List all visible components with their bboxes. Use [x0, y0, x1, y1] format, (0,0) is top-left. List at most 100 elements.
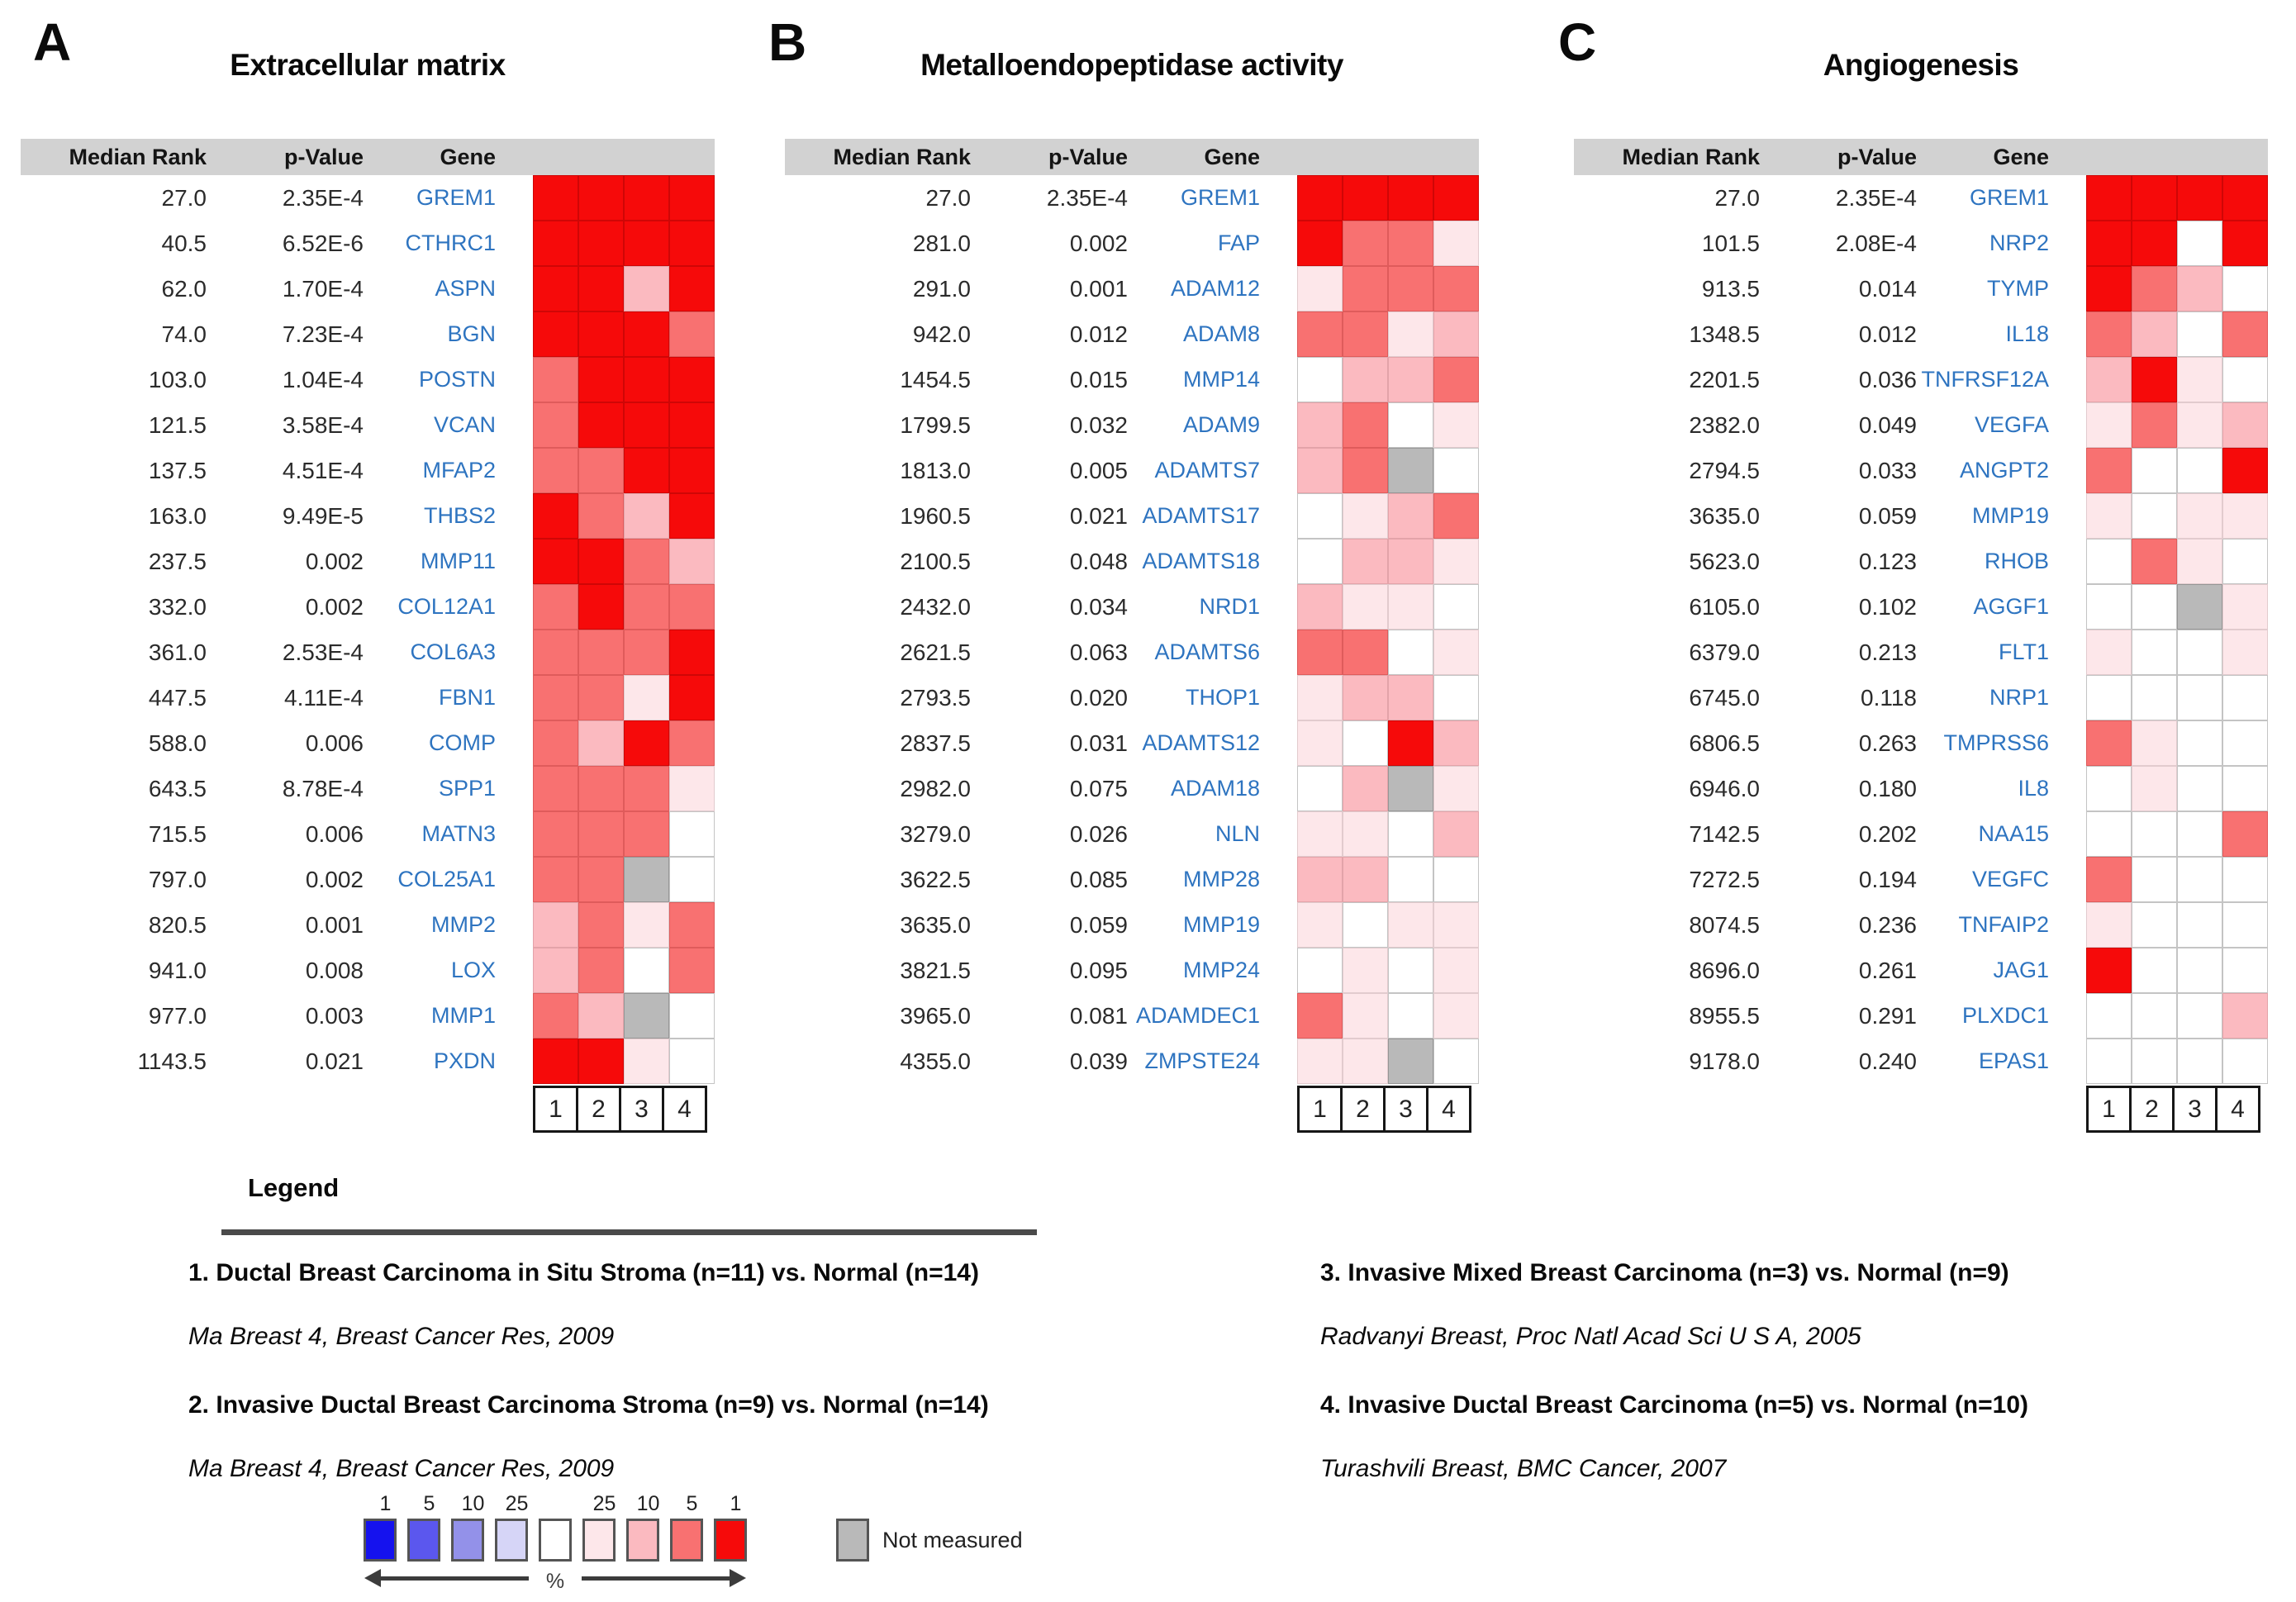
panel-extracellular-matrix: Extracellular matrix Median Rank p-Value… — [21, 41, 715, 1133]
legend-divider — [221, 1229, 1037, 1235]
gene-link[interactable]: MMP11 — [420, 549, 496, 573]
gene-link[interactable]: PXDN — [433, 1048, 496, 1073]
gene-link[interactable]: TNFRSF12A — [1921, 367, 2049, 392]
gene-link[interactable]: ADAMTS17 — [1142, 503, 1260, 528]
color-scale-arrows: % — [364, 1566, 747, 1600]
heatmap-cell — [533, 175, 578, 221]
gene-link[interactable]: LOX — [450, 958, 496, 982]
gene-link[interactable]: CTHRC1 — [405, 231, 496, 255]
panel-a-letter: A — [33, 12, 72, 72]
dataset-lane-label: 4 — [1426, 1086, 1471, 1133]
gene-link[interactable]: MMP14 — [1182, 367, 1260, 392]
gene-link[interactable]: NRP1 — [1989, 685, 2049, 710]
heatmap-cell — [533, 948, 578, 993]
gene-link[interactable]: ADAM9 — [1182, 412, 1260, 437]
heatmap-cell — [2177, 902, 2222, 948]
gene-link[interactable]: FLT1 — [1998, 639, 2049, 664]
heatmap-cell — [669, 493, 715, 539]
gene-link[interactable]: ADAMDEC1 — [1135, 1003, 1260, 1028]
gene-link[interactable]: MMP28 — [1182, 867, 1260, 891]
p-value: 0.075 — [1069, 776, 1128, 801]
gene-link[interactable]: ADAMTS7 — [1154, 458, 1260, 483]
gene-link[interactable]: COL12A1 — [397, 594, 496, 619]
gene-link[interactable]: GREM1 — [1180, 185, 1260, 210]
heatmap-cell — [1433, 948, 1479, 993]
heatmap-cell — [2132, 266, 2177, 311]
gene-link[interactable]: ASPN — [435, 276, 496, 301]
gene-link[interactable]: RHOB — [1984, 549, 2049, 573]
gene-link[interactable]: GREM1 — [416, 185, 496, 210]
gene-link[interactable]: THOP1 — [1185, 685, 1260, 710]
p-value: 0.021 — [1069, 503, 1128, 529]
heatmap-cell — [669, 402, 715, 448]
gene-link[interactable]: THBS2 — [423, 503, 496, 528]
gene-link[interactable]: POSTN — [418, 367, 496, 392]
gene-link[interactable]: MMP19 — [1971, 503, 2049, 528]
gene-link[interactable]: IL8 — [2018, 776, 2049, 801]
gene-link[interactable]: MFAP2 — [422, 458, 496, 483]
gene-link[interactable]: TNFAIP2 — [1958, 912, 2049, 937]
p-value: 0.020 — [1069, 685, 1128, 711]
gene-link[interactable]: ADAMTS18 — [1142, 549, 1260, 573]
gene-link[interactable]: MMP24 — [1182, 958, 1260, 982]
heatmap-cell — [1433, 766, 1479, 811]
table-row: 40.5 6.52E-6 CTHRC1 — [21, 221, 715, 266]
gene-link[interactable]: NLN — [1215, 821, 1260, 846]
heatmap-cell — [669, 266, 715, 311]
gene-link[interactable]: FAP — [1217, 231, 1260, 255]
gene-link[interactable]: NAA15 — [1978, 821, 2049, 846]
gene-link[interactable]: ADAM12 — [1170, 276, 1260, 301]
gene-link[interactable]: PLXDC1 — [1961, 1003, 2049, 1028]
gene-link[interactable]: ADAM8 — [1182, 321, 1260, 346]
gene-link[interactable]: IL18 — [2005, 321, 2049, 346]
gene-link[interactable]: NRD1 — [1199, 594, 1260, 619]
heatmap-cell — [669, 175, 715, 221]
gene-link[interactable]: BGN — [447, 321, 496, 346]
heatmap-row-cells — [533, 993, 715, 1039]
panel-angiogenesis: Angiogenesis Median Rank p-Value Gene 27… — [1574, 41, 2268, 1133]
gene-link[interactable]: SPP1 — [438, 776, 496, 801]
gene-link[interactable]: COMP — [429, 730, 496, 755]
heatmap-cell — [624, 539, 669, 584]
dataset-lane-label: 1 — [2086, 1086, 2132, 1133]
gene-link[interactable]: VEGFA — [1974, 412, 2049, 437]
heatmap-cell — [2177, 448, 2222, 493]
gene-link[interactable]: NRP2 — [1989, 231, 2049, 255]
heatmap-cell — [2177, 175, 2222, 221]
gene-link[interactable]: FBN1 — [438, 685, 496, 710]
heatmap-cell — [533, 221, 578, 266]
median-rank-value: 2982.0 — [900, 776, 971, 801]
gene-link[interactable]: VEGFC — [1971, 867, 2049, 891]
header-median-rank: Median Rank — [69, 144, 207, 169]
p-value: 0.034 — [1069, 594, 1128, 620]
gene-link[interactable]: MATN3 — [421, 821, 496, 846]
gene-link[interactable]: COL6A3 — [410, 639, 496, 664]
gene-link[interactable]: TMPRSS6 — [1943, 730, 2049, 755]
heatmap-cell — [624, 175, 669, 221]
gene-link[interactable]: ZMPSTE24 — [1144, 1048, 1260, 1073]
gene-link[interactable]: MMP2 — [430, 912, 496, 937]
gene-link[interactable]: COL25A1 — [397, 867, 496, 891]
heatmap-cell — [533, 993, 578, 1039]
gene-link[interactable]: GREM1 — [1969, 185, 2049, 210]
gene-link[interactable]: VCAN — [433, 412, 496, 437]
overexpression-arrow-icon — [582, 1569, 746, 1587]
heatmap-cell — [1433, 539, 1479, 584]
heatmap-cell — [624, 720, 669, 766]
gene-link[interactable]: EPAS1 — [1978, 1048, 2049, 1073]
gene-link[interactable]: MMP1 — [430, 1003, 496, 1028]
gene-link[interactable]: ADAM18 — [1170, 776, 1260, 801]
gene-link[interactable]: ADAMTS6 — [1154, 639, 1260, 664]
heatmap-cell — [1433, 357, 1479, 402]
heatmap-cell — [624, 857, 669, 902]
heatmap-cell — [1297, 357, 1343, 402]
gene-link[interactable]: ANGPT2 — [1959, 458, 2049, 483]
table-row: 7272.5 0.194 VEGFC — [1574, 857, 2268, 902]
table-row: 2621.5 0.063 ADAMTS6 — [785, 630, 1479, 675]
gene-link[interactable]: JAG1 — [1993, 958, 2049, 982]
gene-link[interactable]: ADAMTS12 — [1142, 730, 1260, 755]
gene-link[interactable]: MMP19 — [1182, 912, 1260, 937]
heatmap-cell — [2132, 630, 2177, 675]
gene-link[interactable]: TYMP — [1986, 276, 2049, 301]
gene-link[interactable]: AGGF1 — [1973, 594, 2049, 619]
